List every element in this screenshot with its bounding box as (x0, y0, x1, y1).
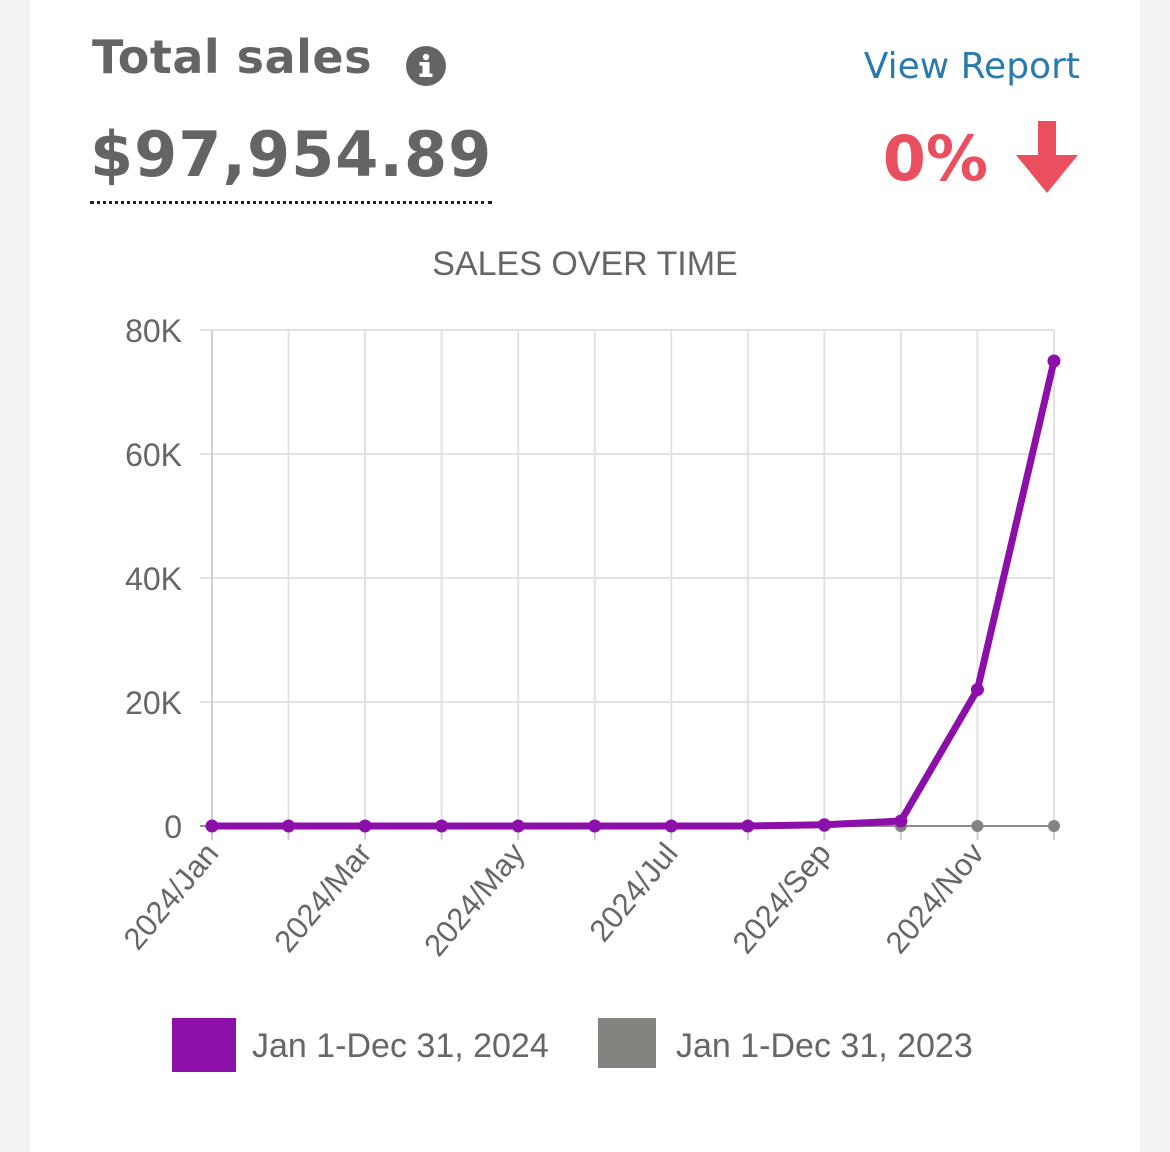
view-report-link[interactable]: View Report (863, 46, 1080, 87)
x-tick-label: 2024/Jan (117, 836, 226, 956)
y-tick-label: 20K (125, 685, 182, 721)
x-tick-label: 2024/Jul (582, 836, 684, 948)
legend-label: Jan 1-Dec 31, 2023 (676, 1027, 973, 1065)
data-point-2024 (588, 819, 602, 833)
data-point-2024 (1047, 354, 1061, 368)
y-tick-label: 40K (125, 561, 182, 597)
data-point-2024 (894, 814, 908, 828)
legend-item[interactable]: Jan 1-Dec 31, 2024 (172, 1018, 549, 1072)
total-sales-value[interactable]: $97,954.89 (90, 118, 493, 204)
legend-item[interactable]: Jan 1-Dec 31, 2023 (598, 1018, 973, 1068)
data-point-2024 (511, 819, 525, 833)
x-tick-label: 2024/Mar (267, 836, 378, 959)
x-tick-label: 2024/May (417, 836, 532, 963)
data-point-2024 (358, 819, 372, 833)
data-point-2024 (970, 683, 984, 697)
legend-swatch (172, 1018, 236, 1072)
chart-title: SALES OVER TIME (432, 245, 737, 283)
info-circle-icon[interactable] (406, 46, 446, 86)
x-tick-label: 2024/Sep (726, 836, 838, 960)
data-point-2024 (664, 819, 678, 833)
data-point-2024 (282, 819, 296, 833)
data-point-2024 (817, 818, 831, 832)
y-tick-label: 80K (125, 313, 182, 349)
data-point-2024 (205, 819, 219, 833)
data-point-2023 (971, 820, 984, 832)
change-indicator: 0% (883, 118, 1078, 198)
data-point-2024 (435, 819, 449, 833)
card-title: Total sales (92, 30, 372, 84)
data-point-2024 (741, 819, 755, 833)
total-sales-card: Total sales View Report $97,954.89 0% (30, 0, 1140, 1152)
change-percent: 0% (882, 121, 988, 195)
legend-swatch (598, 1018, 656, 1068)
x-tick-label: 2024/Nov (879, 836, 991, 961)
y-tick-label: 60K (125, 437, 182, 473)
series-line-2024 (208, 357, 1058, 830)
data-point-2023 (1048, 820, 1060, 832)
legend-label: Jan 1-Dec 31, 2024 (252, 1027, 549, 1065)
arrow-down-icon (1016, 121, 1078, 193)
y-tick-label: 0 (164, 809, 182, 845)
